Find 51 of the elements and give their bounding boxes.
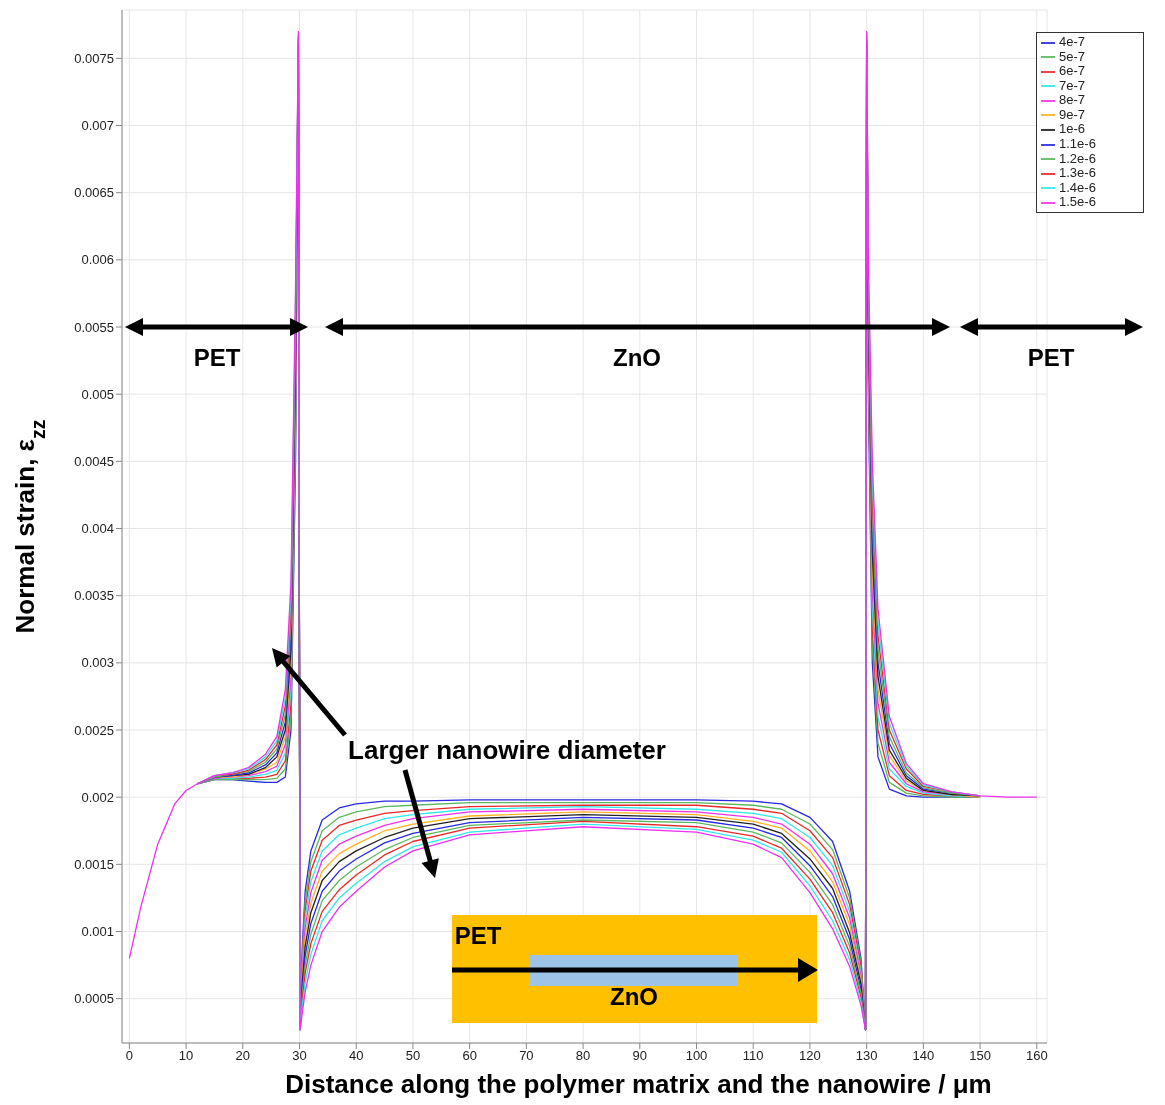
x-tick-label: 60 [462,1048,477,1064]
legend-label: 1.4e-6 [1059,179,1096,195]
y-tick-label: 0.0045 [74,453,114,469]
y-tick-label: 0.007 [81,118,114,134]
y-tick-label: 0.004 [81,521,114,537]
x-tick-label: 20 [235,1048,251,1064]
x-tick-label: 140 [912,1048,935,1064]
y-tick-label: 0.0035 [74,588,114,604]
annotation: PET [193,344,241,371]
y-tick-label: 0.003 [81,655,114,671]
legend-label: 8e-7 [1059,92,1086,108]
x-tick-label: 0 [125,1048,133,1064]
annotation: ZnO [610,983,658,1010]
x-tick-label: 130 [855,1048,878,1064]
legend-label: 9e-7 [1059,106,1086,122]
y-tick-label: 0.005 [81,386,114,402]
x-tick-label: 80 [575,1048,591,1064]
x-tick-label: 150 [969,1048,991,1064]
x-tick-label: 30 [292,1048,307,1064]
y-tick-label: 0.0025 [74,722,114,738]
legend-label: 5e-7 [1059,48,1086,64]
x-tick-label: 50 [405,1048,421,1064]
annotation: PET [1027,344,1075,371]
legend-label: 4e-7 [1059,34,1086,49]
x-tick-label: 70 [519,1048,534,1064]
x-tick-label: 160 [1025,1048,1048,1064]
y-tick-label: 0.0005 [74,991,114,1007]
y-tick-label: 0.0065 [74,185,114,201]
x-tick-label: 100 [685,1048,708,1064]
x-tick-label: 10 [178,1048,194,1064]
legend-label: 1.2e-6 [1059,150,1096,166]
x-tick-label: 40 [348,1048,364,1064]
annotation: Larger nanowire diameter [348,735,666,765]
x-tick-label: 90 [632,1048,648,1064]
legend-label: 7e-7 [1059,77,1086,93]
y-tick-label: 0.0015 [74,856,114,872]
x-tick-label: 120 [799,1048,821,1064]
y-tick-label: 0.006 [81,252,114,268]
y-tick-label: 0.0075 [74,50,114,66]
annotation: ZnO [613,344,661,371]
legend-label: 6e-7 [1059,63,1086,79]
y-tick-label: 0.001 [81,924,114,940]
legend-label: 1.3e-6 [1059,165,1096,181]
legend-label: 1e-6 [1059,121,1086,137]
x-tick-label: 110 [742,1048,764,1064]
annotation: PET [454,922,502,949]
legend-label: 1.1e-6 [1059,135,1096,151]
legend-label: 1.5e-6 [1059,194,1096,210]
x-axis-title: Distance along the polymer matrix and the nanowire / μm [285,1069,992,1099]
y-tick-label: 0.002 [81,789,114,805]
y-tick-label: 0.0055 [74,319,114,335]
